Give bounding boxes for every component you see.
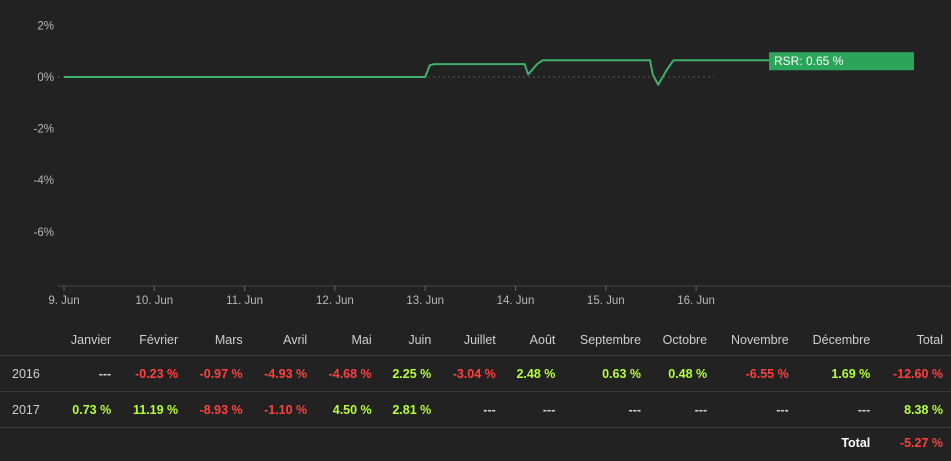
return-cell: --- (58, 355, 120, 392)
return-cell: 4.50 % (315, 391, 380, 428)
return-cell: -6.55 % (715, 355, 797, 392)
x-tick-label: 10. Jun (135, 295, 173, 307)
x-tick-label: 15. Jun (587, 295, 625, 307)
return-cell: --- (649, 391, 716, 428)
return-cell: 1.69 % (796, 355, 879, 392)
return-cell: --- (715, 391, 797, 428)
y-tick-label: 0% (37, 72, 54, 84)
table-header-row: Janvier Février Mars Avril Mai Juin Juillet Aoû… (0, 324, 951, 356)
y-tick-label: -4% (34, 175, 54, 187)
return-cell: -12.60 % (878, 355, 951, 392)
year-cell: 2017 (0, 391, 58, 428)
header-février: Février (139, 332, 179, 347)
x-tick-label: 14. Jun (497, 295, 535, 307)
header-janvier: Janvier (70, 332, 112, 347)
header-octobre: Octobre (662, 332, 708, 347)
return-cell: 0.48 % (649, 355, 716, 392)
rsr-series-line (64, 59, 787, 86)
return-cell: 2.81 % (379, 391, 440, 428)
grand-total-row: Total -5.27 % (0, 427, 951, 458)
y-tick-label: 2% (37, 20, 54, 32)
table-row: 2016 --- -0.23 % -0.97 % -4.93 % -4.68 % 2.25 … (0, 355, 951, 392)
rsr-label: RSR: 0.65 % (774, 54, 844, 68)
grand-total-value: -5.27 % (878, 427, 951, 458)
return-cell: -8.93 % (186, 391, 251, 428)
header-juillet: Juillet (463, 332, 496, 347)
grand-total-label: Total (796, 427, 879, 458)
x-tick-label: 11. Jun (226, 295, 263, 307)
header-year (0, 324, 58, 356)
header-décembre: Décembre (812, 332, 871, 347)
x-tick-label: 9. Jun (48, 295, 79, 307)
y-tick-label: -2% (34, 124, 54, 136)
return-cell: -0.23 % (119, 355, 187, 392)
x-tick-label: 13. Jun (406, 295, 444, 307)
return-cell: --- (439, 391, 504, 428)
year-cell: 2016 (0, 355, 58, 392)
rsr-label-box (769, 52, 914, 71)
return-cell: 11.19 % (119, 391, 187, 428)
performance-chart: 2% 0% -2% -4% -6% 9. Jun 10. Jun 11. Jun 12. Jun… (34, 20, 951, 307)
header-août: Août (529, 332, 556, 347)
header-juin: Juin (408, 332, 432, 347)
x-tick-label: 12. Jun (316, 295, 354, 307)
return-cell: --- (503, 391, 564, 428)
header-avril: Avril (283, 332, 308, 347)
x-tick-label: 16. Jun (677, 295, 715, 307)
return-cell: -0.97 % (186, 355, 251, 392)
y-tick-label: -6% (34, 227, 54, 239)
return-cell: --- (563, 391, 650, 428)
header-novembre: Novembre (731, 332, 789, 347)
return-cell: --- (796, 391, 879, 428)
return-cell: 2.25 % (379, 355, 440, 392)
header-total: Total (916, 332, 943, 347)
return-cell: -4.68 % (315, 355, 380, 392)
return-cell: -4.93 % (250, 355, 316, 392)
return-cell: -3.04 % (439, 355, 504, 392)
table-row: 2017 0.73 % 11.19 % -8.93 % -1.10 % 4.50 % 2.8… (0, 391, 951, 428)
return-cell: 0.63 % (563, 355, 650, 392)
return-cell: 0.73 % (58, 391, 120, 428)
return-cell: 2.48 % (503, 355, 564, 392)
monthly-returns-table: Janvier Février Mars Avril Mai Juin Juillet Aoû… (0, 324, 951, 458)
return-cell: -1.10 % (250, 391, 316, 428)
header-mai: Mai (351, 332, 372, 347)
spacer-cell (0, 427, 797, 458)
return-cell: 8.38 % (878, 391, 951, 428)
header-mars: Mars (214, 332, 243, 347)
header-septembre: Septembre (579, 332, 642, 347)
